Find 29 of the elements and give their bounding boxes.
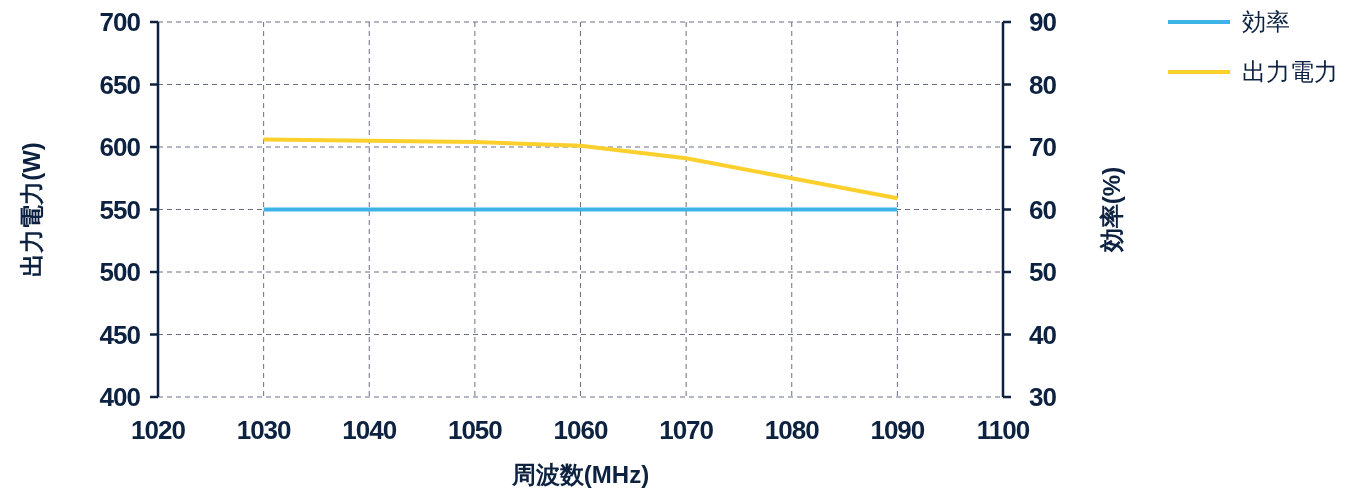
legend-label: 効率 — [1242, 8, 1290, 36]
y-axis-title: 出力電力(W) — [18, 142, 45, 277]
y-tick-label: 400 — [99, 382, 141, 413]
x-tick-label: 1090 — [870, 415, 925, 445]
x-tick-label: 1080 — [764, 415, 820, 445]
y2-tick-label: 40 — [1029, 319, 1057, 350]
y-tick-label: 500 — [99, 257, 141, 288]
y-tick-label: 700 — [99, 7, 141, 38]
x-tick-label: 1020 — [131, 415, 186, 445]
x-tick-label: 1040 — [342, 415, 397, 445]
x-tick-label: 1050 — [447, 415, 503, 445]
y-tick-label: 650 — [99, 69, 141, 100]
x-tick-label: 1070 — [659, 415, 714, 445]
x-tick-label: 1100 — [976, 415, 1030, 445]
line-series — [261, 137, 900, 201]
y2-tick-label: 90 — [1029, 7, 1057, 38]
x-tick-label: 1030 — [236, 415, 292, 445]
y2-tick-label: 80 — [1029, 69, 1057, 100]
y-tick-label: 550 — [99, 194, 141, 225]
y2-axis-title: 効率(%) — [1098, 166, 1125, 254]
x-tick-label: 1060 — [553, 415, 608, 445]
y2-tick-label: 30 — [1029, 382, 1057, 413]
y2-tick-label: 60 — [1029, 194, 1057, 225]
x-axis-title: 周波数(MHz) — [510, 461, 650, 488]
y2-tick-label: 70 — [1029, 132, 1057, 163]
y2-tick-label: 50 — [1029, 257, 1057, 288]
y-tick-label: 600 — [99, 132, 141, 163]
y-tick-label: 450 — [99, 319, 141, 350]
legend-label: 出力電力 — [1242, 58, 1338, 86]
